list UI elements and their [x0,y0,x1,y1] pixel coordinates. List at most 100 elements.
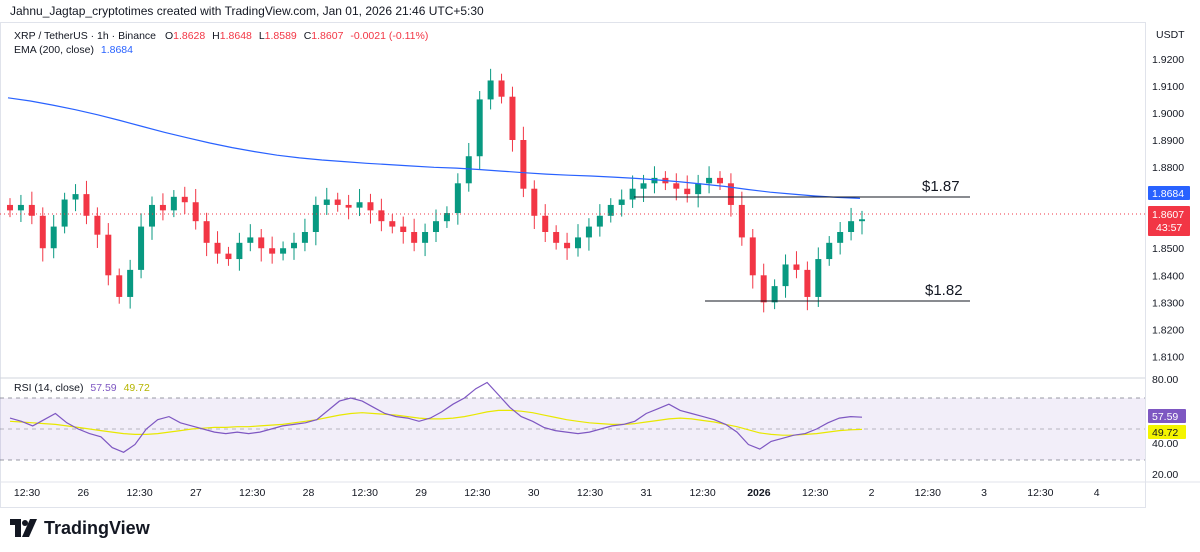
candle-body [422,232,429,243]
legend-open: 1.8628 [173,30,205,42]
legend-low-label: L [259,30,265,42]
candle-body [225,253,232,260]
last-price-badge-text: 1.8607 [1152,209,1184,221]
candle-body [443,213,450,222]
candle-body [618,199,625,205]
time-tick-label: 12:30 [352,487,378,499]
chart-area[interactable]: $1.87 $1.82 XRP / TetherUS · 1h · Binanc… [0,22,1200,508]
candle-body [280,248,287,254]
candle-body [673,183,680,189]
price-tick-label: 1.8400 [1152,270,1184,282]
price-axis[interactable]: USDT 1.9200 1.9100 1.9000 1.8900 1.8800 1.850… [1148,29,1190,481]
candle-body [837,232,844,243]
price-tick-label: 1.9200 [1152,54,1184,66]
candle-body [640,183,647,189]
price-tick-label: 1.8800 [1152,162,1184,174]
tradingview-logo[interactable]: TradingView [10,514,150,542]
candle-body [17,204,24,211]
rsi-ma-badge [1148,425,1186,439]
candle-body [411,232,418,243]
candle-body [138,226,145,270]
rsi-tick-label: 80.00 [1152,374,1178,386]
candle-body [236,242,243,260]
candle-body [148,204,156,227]
rsi-badge [1148,409,1186,423]
candle-body [651,177,658,184]
candle-body [39,215,46,249]
candle-body [629,188,636,200]
support-label: $1.82 [925,282,963,299]
time-tick-label: 29 [415,487,427,499]
time-tick-label: 12:30 [689,487,715,499]
legend-close: 1.8607 [311,30,343,42]
legend-rsi-value: 57.59 [90,382,116,394]
candle-body [203,221,210,243]
candle-body [596,215,603,227]
candle-body [684,188,691,195]
legend-symbol: XRP / TetherUS · 1h · Binance [14,30,156,42]
candle-body [476,99,483,157]
time-tick-label: 12:30 [14,487,40,499]
candle-body [858,219,866,222]
axis-currency: USDT [1156,29,1185,41]
time-tick-label: 12:30 [126,487,152,499]
legend-open-label: O [165,30,173,42]
candle-body [301,232,308,243]
candle-body [94,215,101,235]
legend-ema: EMA (200, close) 1.8684 [14,44,133,56]
countdown-badge-text: 43:57 [1156,222,1182,234]
time-tick-label: 12:30 [464,487,490,499]
rsi-tick-label: 40.00 [1152,438,1178,450]
rsi-tick-label: 20.00 [1152,469,1178,481]
candle-body [170,196,177,211]
price-chart[interactable]: $1.87 $1.82 XRP / TetherUS · 1h · Binanc… [0,22,1200,508]
candle-body [334,199,341,205]
candle-body [520,140,527,189]
time-tick-label: 26 [77,487,89,499]
legend-high-label: H [212,30,220,42]
last-price-badge [1148,206,1190,236]
candle-body [127,269,134,297]
ema-price-badge [1148,186,1190,200]
candle-body [181,196,188,203]
candle-body [378,210,385,222]
candle-body [290,242,298,249]
candles-group [6,68,866,313]
legend-ema-value: 1.8684 [101,44,133,56]
rsi-ma-badge-text: 49.72 [1152,427,1178,439]
ema-line [7,97,861,199]
price-tick-label: 1.8100 [1152,351,1184,363]
candle-body [159,204,166,211]
candle-body [771,286,778,303]
candle-body [585,226,592,238]
candle-body [389,221,396,227]
rsi-line [9,381,863,453]
candle-body [345,204,352,208]
candle-body [706,177,713,184]
candle-body [695,183,702,195]
candle-body [738,204,745,238]
legend-rsi-ma-value: 49.72 [124,382,150,394]
candle-body [509,96,516,140]
candle-body [400,226,407,232]
candle-body [607,204,614,216]
candle-body [72,194,79,200]
tradingview-logo-text: TradingView [44,517,150,538]
time-axis[interactable]: 12:30 26 12:30 27 12:30 28 12:30 29 12:30 30 12:30… [14,487,1100,499]
candle-body [6,204,14,211]
price-tick-label: 1.8500 [1152,243,1184,255]
resistance-label: $1.87 [922,178,960,195]
candle-body [356,202,363,208]
ema-price-badge-text: 1.8684 [1152,188,1184,200]
candle-body [432,221,440,232]
candle-body [312,204,319,232]
candle-body [498,80,505,97]
candle-body [83,194,90,216]
candle-body [323,199,330,205]
candle-body [826,242,833,260]
candle-body [116,275,123,297]
candle-body [542,215,549,232]
legend-ohlc: XRP / TetherUS · 1h · Binance O1.8628 H 1… [14,30,428,42]
candle-body [247,237,254,243]
time-tick-label: 12:30 [802,487,828,499]
